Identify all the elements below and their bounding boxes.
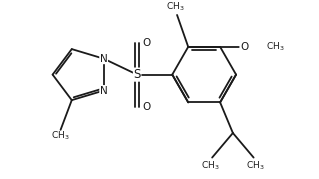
Text: CH$_3$: CH$_3$ bbox=[246, 159, 264, 172]
Text: S: S bbox=[133, 68, 141, 81]
Text: CH$_3$: CH$_3$ bbox=[51, 130, 70, 142]
Text: CH$_3$: CH$_3$ bbox=[266, 41, 285, 53]
Text: O: O bbox=[142, 38, 150, 48]
Text: O: O bbox=[142, 101, 150, 112]
Text: CH$_3$: CH$_3$ bbox=[166, 1, 185, 13]
Text: N: N bbox=[100, 54, 108, 64]
Text: N: N bbox=[100, 86, 108, 96]
Text: O: O bbox=[240, 42, 248, 52]
Text: CH$_3$: CH$_3$ bbox=[201, 159, 220, 172]
